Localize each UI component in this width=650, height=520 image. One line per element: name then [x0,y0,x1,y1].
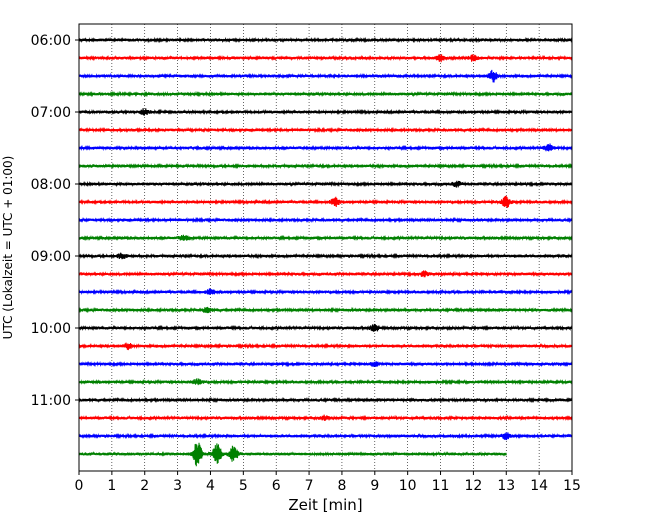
trace-group [78,36,573,467]
x-tick-label: 7 [305,478,314,494]
plot-frame [78,23,573,472]
trace-line [78,342,573,351]
x-axis-ticks: 0 1 2 3 4 5 6 7 8 9 10 11 12 13 14 15 [75,471,581,494]
trace-line [78,36,573,44]
trace-line [78,252,573,260]
trace-line [78,126,573,134]
trace-line [78,306,573,314]
grid-lines [111,24,540,471]
y-axis-label: UTC (Lokalzeit = UTC + 01:00) [1,156,15,340]
x-tick-label: 10 [399,478,417,494]
x-tick-label: 8 [337,478,346,494]
x-tick-label: 6 [272,478,281,494]
trace-line [78,195,573,208]
trace-line [78,108,573,116]
trace-line [78,378,573,386]
x-tick-label: 2 [140,478,149,494]
y-tick-label: 08:00 [31,177,71,193]
x-tick-label: 11 [432,478,450,494]
x-tick-label: 3 [173,478,182,494]
x-tick-label: 4 [206,478,215,494]
trace-line [78,180,573,188]
x-tick-label: 1 [107,478,116,494]
trace-line [78,360,573,368]
x-tick-label: 0 [75,478,84,494]
x-tick-label: 12 [464,478,482,494]
x-tick-label: 9 [370,478,379,494]
trace-line [78,216,573,224]
trace-line [78,323,573,333]
y-tick-label: 10:00 [31,321,71,337]
y-tick-label: 09:00 [31,249,71,265]
trace-line [78,143,573,152]
trace-line [78,270,573,278]
x-tick-label: 13 [497,478,515,494]
trace-line [78,432,573,441]
y-tick-label: 06:00 [31,33,71,49]
y-axis-ticks: 06:00 07:00 08:00 09:00 10:00 11:00 [31,33,79,409]
trace-line [78,288,573,296]
trace-line [78,396,573,404]
trace-line [78,442,507,467]
x-tick-label: 15 [563,478,581,494]
trace-line [78,69,573,83]
trace-line [78,414,573,422]
y-tick-label: 11:00 [31,393,71,409]
y-tick-label: 07:00 [31,105,71,121]
trace-line [78,54,573,63]
trace-line [78,162,573,170]
trace-line [78,90,573,98]
x-tick-label: 5 [239,478,248,494]
x-axis-label: Zeit [min] [288,496,362,514]
x-tick-label: 14 [530,478,548,494]
trace-line [78,234,573,242]
